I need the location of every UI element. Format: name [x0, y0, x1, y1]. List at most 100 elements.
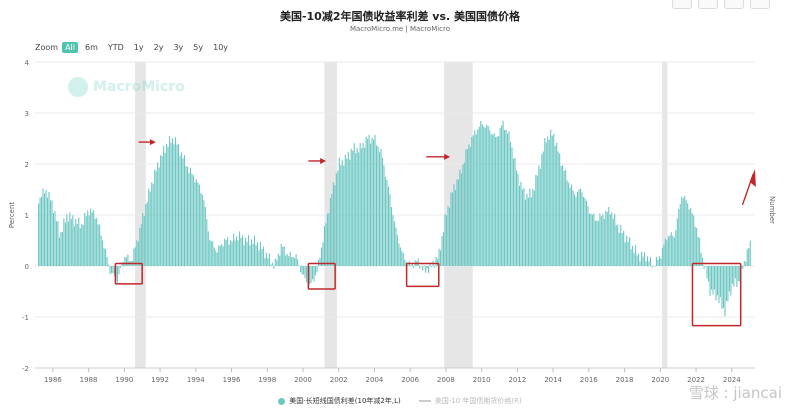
spread-bar: [367, 138, 369, 266]
x-tick-label: 2022: [687, 376, 705, 384]
spread-bar: [143, 215, 145, 266]
spread-bar: [496, 136, 498, 266]
spread-bar: [145, 204, 147, 266]
spread-bar: [733, 266, 735, 287]
x-tick-label: 1992: [151, 376, 169, 384]
spread-bar: [495, 137, 497, 266]
spread-bar: [739, 266, 741, 282]
chart-title: 美国-10减2年国债收益率利差 vs. 美国国债价格: [279, 10, 521, 23]
zoom-all-button[interactable]: All: [62, 42, 78, 53]
spread-bar: [203, 200, 205, 266]
spread-bar: [590, 213, 592, 266]
spread-bar: [285, 255, 287, 266]
zoom-5y-button[interactable]: 5y: [193, 43, 204, 52]
zoom-1y-button[interactable]: 1y: [133, 43, 144, 52]
spread-bar: [560, 166, 562, 266]
spread-bar: [113, 266, 116, 276]
spread-bar: [489, 130, 491, 266]
spread-bar: [702, 257, 704, 266]
spread-bar: [749, 240, 751, 266]
spread-bar: [563, 170, 565, 266]
spread-bar: [99, 224, 101, 266]
legend-item-spread[interactable]: 美国-长短线国债利差(10年减2年,L): [278, 396, 401, 406]
spread-bar: [359, 142, 361, 266]
spread-bar: [490, 134, 492, 266]
y-tick-label: 0: [25, 263, 29, 271]
spread-bar: [431, 266, 433, 267]
spread-bar: [682, 198, 684, 266]
zoom-6m-button[interactable]: 6m: [84, 43, 98, 52]
legend-item-futures[interactable]: 美国-10 年国债期货价格(R): [418, 396, 522, 406]
spread-bar: [353, 143, 355, 266]
spread-bar: [118, 266, 120, 275]
spread-bar: [507, 133, 509, 266]
spread-bar: [442, 232, 445, 266]
spread-bar: [166, 143, 168, 266]
spread-bar: [478, 126, 480, 266]
inversion-highlight-box-2: [405, 262, 440, 288]
spread-bar: [742, 266, 744, 269]
fullscreen-icon[interactable]: [724, 0, 744, 9]
menu-icon[interactable]: [672, 0, 692, 9]
spread-bar: [277, 253, 279, 266]
spread-bar: [75, 219, 77, 266]
spread-bar: [417, 258, 419, 266]
spread-bar: [233, 233, 235, 266]
spread-bar: [703, 266, 705, 269]
spread-bar: [517, 173, 519, 266]
spread-bar: [705, 266, 707, 267]
spread-bar: [148, 188, 150, 266]
spread-bar: [338, 157, 340, 266]
x-tick-label: 2014: [544, 376, 562, 384]
spread-bar: [373, 139, 375, 266]
spread-bar: [240, 237, 242, 266]
zoom-10y-button[interactable]: 10y: [213, 43, 229, 52]
share-icon[interactable]: [750, 0, 770, 9]
spread-bar: [603, 218, 605, 266]
spread-bar: [364, 147, 366, 266]
spread-bar: [575, 196, 577, 266]
spread-bar: [383, 165, 385, 266]
spread-bar: [179, 155, 181, 266]
spread-bar: [646, 256, 649, 266]
spread-bar: [66, 214, 68, 266]
spread-bar: [85, 216, 87, 266]
spread-bar: [189, 167, 191, 266]
download-icon[interactable]: [698, 0, 718, 9]
spread-bar: [268, 253, 270, 266]
spread-bar: [548, 139, 550, 266]
spread-bar: [316, 266, 318, 273]
legend-label-spread: 美国-长短线国债利差(10年减2年,L): [289, 397, 401, 405]
inversion-highlight-box-1: [307, 262, 336, 290]
spread-bar: [643, 252, 646, 266]
zoom-3y-button[interactable]: 3y: [173, 43, 184, 52]
annotation-arrowhead-0: [149, 139, 156, 146]
zoom-bar: Zoom All 6m YTD 1y 2y 3y 5y 10y: [35, 42, 231, 53]
spread-bar: [158, 167, 160, 266]
spread-bar: [401, 250, 403, 266]
x-tick-label: 2006: [401, 376, 419, 384]
spread-bar: [425, 266, 427, 273]
spread-bar: [483, 126, 485, 266]
spread-bar: [457, 179, 459, 266]
spread-bar: [172, 138, 174, 266]
spread-bar: [377, 146, 379, 266]
spread-bar: [681, 196, 683, 266]
zoom-ytd-button[interactable]: YTD: [107, 43, 124, 52]
spread-bar: [106, 257, 108, 266]
spread-bar: [157, 162, 159, 266]
spread-bar: [88, 215, 90, 266]
spread-bar: [612, 218, 614, 266]
y-tick-label: 3: [25, 110, 29, 118]
spread-bar: [79, 228, 81, 266]
spread-bar: [648, 261, 650, 266]
zoom-2y-button[interactable]: 2y: [153, 43, 164, 52]
spread-bar: [355, 153, 357, 266]
spread-bar: [154, 169, 156, 266]
spread-bar: [63, 218, 65, 266]
spread-bar: [591, 214, 593, 266]
spread-bar: [724, 266, 726, 317]
spread-bar: [244, 237, 247, 266]
spread-bar: [694, 226, 696, 266]
spread-bar: [642, 256, 644, 266]
